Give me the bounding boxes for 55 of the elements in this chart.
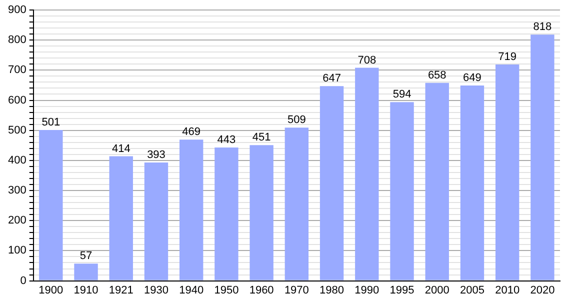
bar [284,128,309,280]
bar [495,64,520,280]
data-label: 708 [358,54,376,66]
x-tick-label: 1980 [320,284,344,296]
y-tick-label: 300 [8,184,26,197]
x-tick-label: 1990 [354,284,380,296]
x-tick-label: 1940 [179,284,204,296]
x-tick-label: 2010 [495,284,520,296]
y-tick-label: 200 [8,214,26,227]
x-tick-label: 1950 [214,284,239,296]
bar [74,264,98,280]
bar [530,34,554,280]
bar [144,162,168,280]
x-tick-label: 1970 [284,284,309,296]
x-tick-label: 1930 [144,284,168,296]
bar [460,86,484,280]
data-label: 818 [533,21,552,34]
data-label: 469 [182,126,201,138]
x-tick-label: 1910 [74,284,98,296]
y-tick-label: 700 [8,64,26,76]
y-tick-label: 0 [20,274,26,287]
data-label: 594 [392,88,412,101]
data-label: 719 [498,50,517,63]
bar [39,130,63,280]
x-tick-label: 2020 [530,284,555,296]
bar [390,102,414,280]
x-tick-label: 2005 [460,284,484,296]
bar [250,145,274,280]
y-tick-label: 500 [8,124,26,136]
bar [320,86,344,280]
data-label: 647 [322,72,341,85]
x-tick-label: 1960 [249,284,274,296]
y-tick-label: 900 [8,4,26,16]
data-label: 451 [252,132,271,144]
y-tick-label: 800 [8,34,26,46]
y-tick-label: 100 [8,244,26,257]
data-label: 658 [428,69,446,82]
bar [425,82,449,280]
bar [214,148,238,280]
y-tick-label: 600 [8,94,26,106]
data-label: 509 [287,114,306,126]
x-tick-label: 1900 [38,284,64,296]
bar [180,140,204,280]
x-tick-label: 1995 [390,284,414,296]
bar [355,68,379,280]
data-label: 649 [463,72,482,84]
data-label: 393 [147,149,166,162]
y-tick-label: 400 [8,154,26,166]
data-label: 443 [217,134,236,146]
x-tick-label: 1921 [108,284,134,296]
data-label: 414 [112,142,130,155]
data-label: 501 [42,116,60,129]
data-label: 57 [80,250,92,262]
x-tick-label: 2000 [424,284,450,296]
bar [109,156,133,280]
